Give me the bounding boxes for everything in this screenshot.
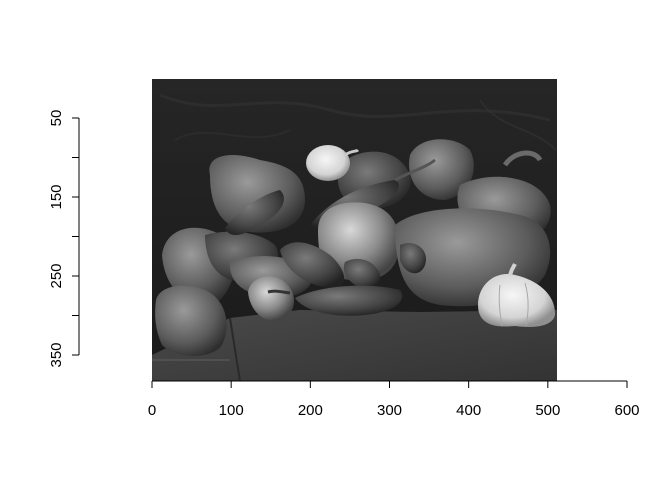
x-tick-label: 600 bbox=[614, 402, 639, 419]
x-tick-label: 400 bbox=[456, 402, 481, 419]
y-tick-label: 250 bbox=[48, 263, 65, 288]
x-tick-label: 300 bbox=[377, 402, 402, 419]
x-tick-label: 100 bbox=[219, 402, 244, 419]
pepper-image bbox=[152, 79, 557, 381]
x-tick-label: 200 bbox=[298, 402, 323, 419]
x-tick-label: 0 bbox=[148, 402, 156, 419]
y-tick-label: 350 bbox=[48, 342, 65, 367]
x-axis: 0 100 200 300 400 500 600 bbox=[148, 380, 640, 419]
x-tick-label: 500 bbox=[535, 402, 560, 419]
y-tick-label: 50 bbox=[48, 110, 65, 127]
y-tick-label: 150 bbox=[48, 184, 65, 209]
y-axis: 50 150 250 350 bbox=[48, 110, 80, 368]
